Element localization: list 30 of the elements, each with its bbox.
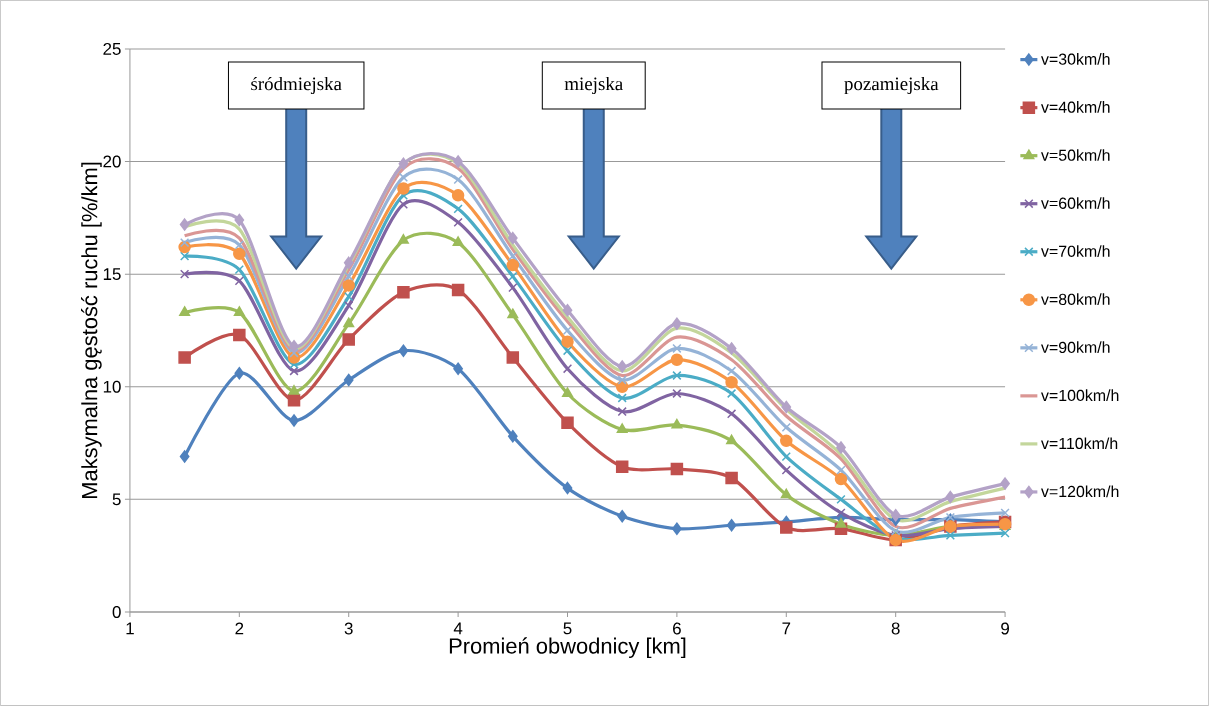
y-tick-label: 20 — [103, 155, 121, 168]
x-tick-label: 7 — [782, 622, 791, 635]
y-axis-title: Maksymalna gęstość ruchu [%/km] — [81, 162, 102, 499]
x-axis-title: Promień obwodnicy [km] — [449, 637, 686, 659]
legend-label: v=120km/h — [1041, 485, 1119, 498]
x-tick-label: 8 — [891, 622, 900, 635]
legend-label: v=50km/h — [1041, 149, 1110, 161]
legend-label: v=110km/h — [1041, 437, 1118, 450]
annotation: miejska — [564, 76, 623, 95]
x-tick-label: 5 — [563, 622, 572, 635]
y-tick-label: 5 — [112, 493, 121, 506]
x-tick-label: 4 — [453, 622, 463, 635]
x-tick-label: 3 — [344, 622, 353, 635]
legend-label: v=30km/h — [1041, 53, 1110, 65]
legend-label: v=70km/h — [1041, 245, 1110, 257]
y-tick-label: 15 — [103, 268, 121, 281]
annotation: śródmiejska — [251, 76, 342, 95]
x-tick-label: 9 — [1001, 622, 1009, 635]
y-tick-label: 10 — [103, 380, 121, 393]
annotation: pozamiejska — [844, 76, 939, 95]
legend-label: v=100km/h — [1041, 389, 1119, 402]
x-tick-label: 6 — [673, 622, 681, 635]
legend-label: v=90km/h — [1041, 341, 1110, 354]
x-tick-label: 2 — [235, 622, 244, 635]
legend-label: v=80km/h — [1041, 293, 1110, 306]
y-tick-label: 0 — [112, 606, 121, 619]
y-tick-label: 25 — [103, 42, 121, 55]
legend-label: v=60km/h — [1041, 197, 1110, 209]
x-tick-label: 1 — [126, 622, 134, 635]
legend-label: v=40km/h — [1041, 101, 1110, 113]
